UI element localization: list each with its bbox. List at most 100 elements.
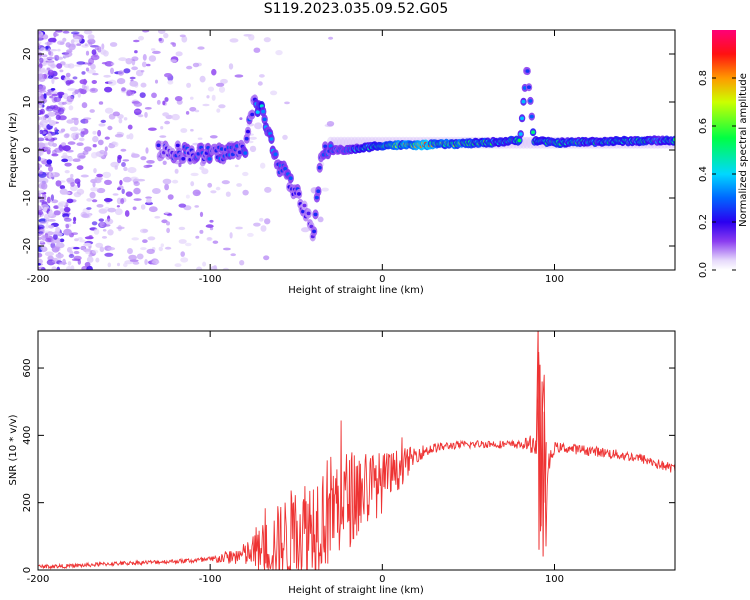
spectrogram-cell xyxy=(96,173,103,178)
snr-y-label: SNR (10 * v/v) xyxy=(8,414,19,485)
spectrogram-cell xyxy=(48,120,56,126)
spectrogram-cell xyxy=(38,131,41,134)
spectrogram-cell xyxy=(314,195,319,200)
spectrogram-cell xyxy=(136,253,144,260)
spectrogram-cell xyxy=(92,181,96,188)
spectrogram-cell xyxy=(262,117,267,122)
spectrogram-cell xyxy=(180,251,185,257)
spectrogram-cell xyxy=(171,113,180,121)
spectrogram-cell xyxy=(67,156,74,162)
spectrogram-cell xyxy=(257,81,263,86)
spectrogram-cell xyxy=(196,266,203,270)
spectrogram-cell xyxy=(55,226,61,233)
spectrogram-cell xyxy=(67,261,72,266)
spectrogram-cell xyxy=(38,205,42,212)
spectrogram-cell xyxy=(102,171,112,179)
spectrogram-cell xyxy=(144,111,148,118)
spectrogram-cell xyxy=(53,233,58,240)
spectrogram-cell xyxy=(45,223,49,229)
spectrogram-cell xyxy=(114,208,123,216)
spectrogram-cell xyxy=(209,135,218,139)
spectrogram-cell xyxy=(125,191,133,197)
spectrogram-cell xyxy=(103,198,113,202)
x-tick-label: -200 xyxy=(27,574,50,585)
spectrogram-cell xyxy=(47,231,54,236)
spectrogram-cell xyxy=(148,55,157,62)
spectrogram-cell xyxy=(38,85,44,91)
spectrogram-cell xyxy=(124,210,130,217)
spectrogram-cell xyxy=(122,159,130,162)
spectrogram-cell xyxy=(76,188,85,195)
spectrogram-cell xyxy=(57,91,65,96)
spectrogram-cell xyxy=(55,30,63,33)
spectrogram-cell xyxy=(169,59,178,63)
spectrogram-cell xyxy=(51,238,55,245)
spectrogram-cell xyxy=(128,254,137,261)
colorbar-tick-label: 0.4 xyxy=(698,166,709,182)
colorbar-tick-label: 0.2 xyxy=(698,214,709,230)
spectrogram-cell xyxy=(60,128,66,132)
spectrogram-cell xyxy=(269,137,274,141)
spectrogram-cell xyxy=(234,74,244,78)
spectrogram-cell xyxy=(81,102,88,109)
spectrogram-cell xyxy=(63,217,72,222)
spectrogram-cell xyxy=(104,252,114,257)
spectrogram-cell xyxy=(77,259,82,265)
spectrogram-cell xyxy=(199,211,204,217)
spectrogram-cell xyxy=(163,32,169,39)
x-tick-label: 0 xyxy=(379,574,385,585)
spectrogram-cell xyxy=(92,135,99,143)
spectrogram-x-ticks: -200 -100 0 100 xyxy=(27,30,564,285)
spectrogram-cell xyxy=(148,127,157,131)
spectrogram-cell xyxy=(209,219,214,223)
spectrogram-cell xyxy=(38,70,41,74)
spectrogram-cell xyxy=(164,73,172,78)
spectrogram-cell xyxy=(164,246,172,250)
spectrogram-cell xyxy=(43,93,47,100)
x-tick-label: 0 xyxy=(379,274,385,285)
spectrogram-cell xyxy=(60,155,70,159)
spectrogram-cell xyxy=(87,34,95,40)
colorbar-ticks: 0.0 0.2 0.4 0.6 0.8 xyxy=(698,70,736,278)
spectrogram-cell xyxy=(64,170,70,174)
spectrogram-cell xyxy=(91,80,98,84)
spectrogram-cell xyxy=(146,160,155,164)
spectrogram-cell xyxy=(145,196,152,199)
spectrogram-cell xyxy=(222,247,231,251)
spectrogram-cell xyxy=(121,188,125,194)
spectrogram-cell xyxy=(122,176,132,183)
snr-plot-area xyxy=(38,331,675,570)
spectrogram-cell xyxy=(95,257,100,263)
y-tick-label: 0 xyxy=(22,567,33,573)
spectrogram-cell xyxy=(142,30,150,33)
spectrogram-cell xyxy=(259,74,265,78)
spectrogram-cell xyxy=(83,30,93,35)
spectrogram-cell xyxy=(69,126,79,132)
spectrogram-cell xyxy=(55,253,64,259)
spectrogram-cell xyxy=(140,156,147,161)
spectrogram-cell xyxy=(66,119,74,124)
spectrogram-cell xyxy=(39,129,44,135)
spectrogram-cell xyxy=(107,207,116,213)
spectrogram-cell xyxy=(47,111,56,117)
snr-spike-line xyxy=(535,331,547,557)
spectrogram-cell xyxy=(160,126,164,130)
spectrogram-cell xyxy=(80,174,89,178)
spectrogram-cell xyxy=(53,96,62,103)
spectrogram-cell xyxy=(47,133,52,140)
spectrogram-cell xyxy=(136,178,146,182)
spectrogram-cell xyxy=(239,260,245,266)
spectrogram-cell xyxy=(104,136,110,140)
chart-title: S119.2023.035.09.52.G05 xyxy=(263,1,449,17)
spectrogram-cell xyxy=(101,43,105,50)
spectrogram-cell xyxy=(181,157,186,161)
spectrogram-cell xyxy=(192,62,200,68)
spectrogram-cell xyxy=(55,246,61,250)
spectrogram-cell xyxy=(306,211,311,216)
spectrogram-cell xyxy=(175,51,183,57)
spectrogram-cell xyxy=(38,90,47,93)
spectrogram-cell xyxy=(151,260,160,264)
spectrogram-cell xyxy=(120,198,125,205)
spectrogram-cell xyxy=(76,43,82,46)
spectrogram-cell xyxy=(180,128,188,133)
